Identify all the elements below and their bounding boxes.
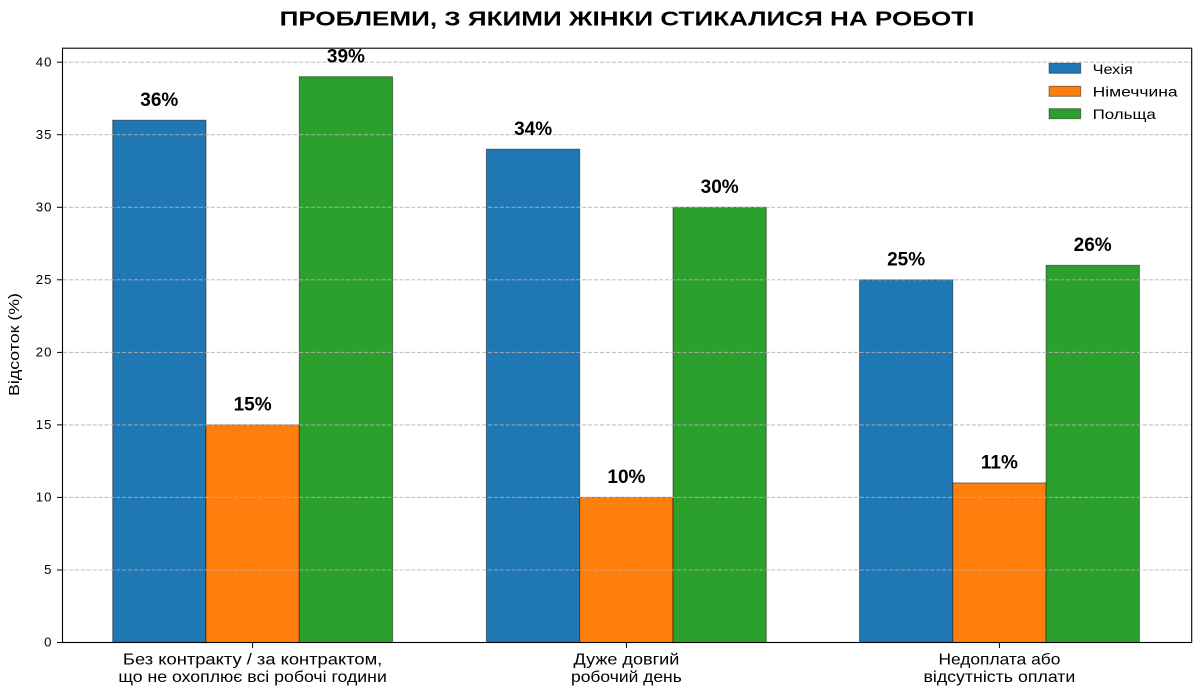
svg-text:30%: 30% — [701, 177, 739, 198]
svg-text:35: 35 — [36, 127, 52, 142]
svg-text:15%: 15% — [234, 395, 272, 416]
svg-text:10: 10 — [36, 490, 52, 505]
svg-text:Дуже довгий: Дуже довгий — [573, 650, 679, 668]
svg-text:26%: 26% — [1074, 235, 1112, 256]
svg-text:0: 0 — [44, 635, 51, 650]
svg-text:25: 25 — [36, 272, 52, 287]
svg-text:20: 20 — [36, 345, 52, 360]
svg-text:робочий день: робочий день — [571, 668, 682, 686]
svg-text:Без контракту / за контрактом,: Без контракту / за контрактом, — [123, 650, 382, 669]
svg-text:10%: 10% — [607, 467, 645, 488]
svg-text:відсутність оплати: відсутність оплати — [923, 668, 1075, 686]
svg-text:34%: 34% — [514, 119, 552, 140]
svg-text:30: 30 — [36, 200, 52, 215]
svg-text:36%: 36% — [140, 90, 178, 111]
svg-text:Відсоток (%): Відсоток (%) — [6, 293, 22, 396]
svg-text:25%: 25% — [887, 250, 925, 271]
svg-text:ПРОБЛЕМИ, З ЯКИМИ ЖІНКИ СТИКАЛ: ПРОБЛЕМИ, З ЯКИМИ ЖІНКИ СТИКАЛИСЯ НА РОБ… — [280, 7, 975, 30]
svg-text:Польща: Польща — [1093, 107, 1157, 122]
svg-text:15: 15 — [36, 417, 52, 432]
svg-text:Німеччина: Німеччина — [1093, 85, 1178, 100]
svg-text:11%: 11% — [981, 453, 1018, 474]
svg-text:5: 5 — [44, 562, 51, 577]
svg-text:Недоплата або: Недоплата або — [938, 650, 1060, 668]
svg-text:що не охоплює всі робочі годин: що не охоплює всі робочі години — [118, 668, 386, 686]
svg-text:Чехія: Чехія — [1093, 62, 1133, 78]
svg-text:39%: 39% — [327, 47, 365, 68]
svg-text:40: 40 — [36, 54, 52, 69]
